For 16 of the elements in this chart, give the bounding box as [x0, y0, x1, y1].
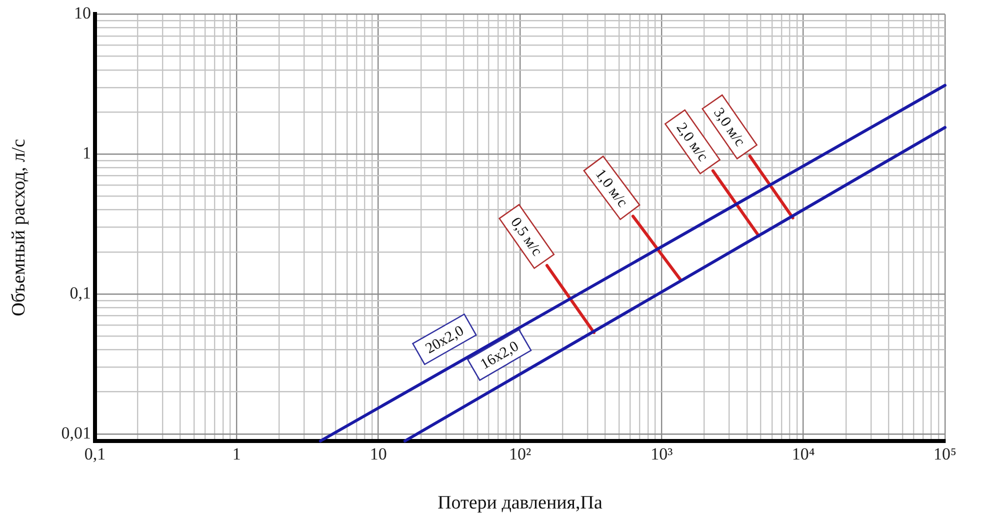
y-axis-title: Объемный расход, л/с: [8, 138, 30, 316]
y-tick-label: 0,01: [61, 423, 91, 442]
x-axis-title: Потери давления,Па: [438, 492, 603, 514]
x-tick-label: 10: [370, 444, 387, 464]
x-tick-label: 10⁵: [934, 444, 957, 464]
y-tick-label: 10: [74, 4, 91, 23]
text: 3,0 м/с: [710, 105, 748, 150]
x-tick-label: 10²: [508, 444, 532, 464]
y-tick-label: 1: [82, 144, 91, 163]
x-tick-label: 10³: [650, 444, 673, 464]
x-tick-label: 1: [232, 444, 241, 464]
text: 0,5 м/с: [507, 214, 545, 260]
text: 2,0 м/с: [672, 120, 711, 165]
text: 1,0 м/с: [592, 166, 630, 211]
x-tick-label: 10⁴: [792, 444, 815, 464]
y-tick-label: 0,1: [70, 283, 91, 302]
